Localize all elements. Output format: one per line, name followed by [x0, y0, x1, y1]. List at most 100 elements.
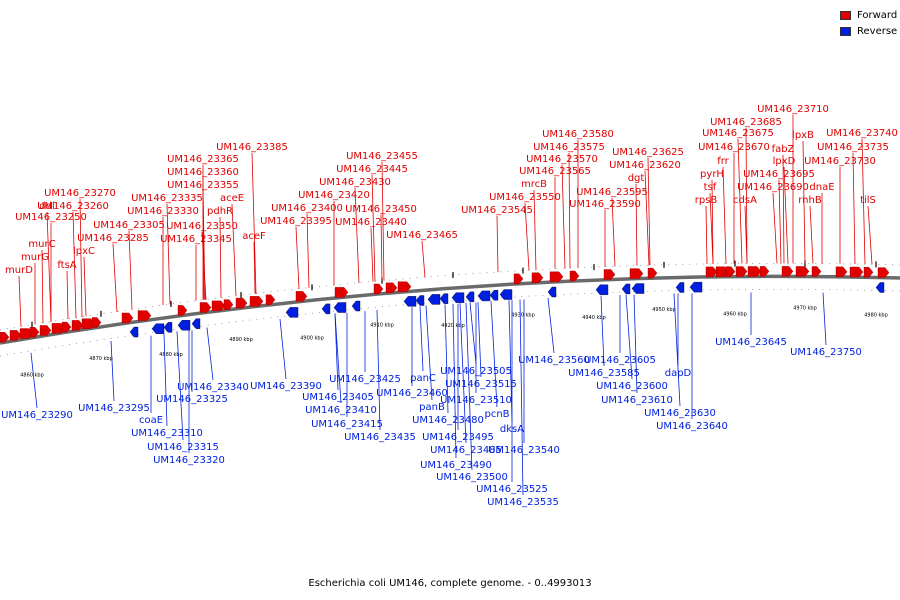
forward-gene-arrow[interactable] [735, 266, 748, 277]
reverse-gene-arrow[interactable] [403, 296, 417, 307]
reverse-gene-arrow[interactable] [321, 303, 331, 315]
forward-gene-arrow[interactable] [385, 282, 398, 294]
forward-gene-arrow[interactable] [334, 287, 349, 298]
reverse-gene-arrow[interactable] [439, 293, 449, 304]
reverse-gene-arrow[interactable] [163, 322, 173, 333]
forward-gene-label[interactable]: UM146_23590 [569, 199, 641, 210]
forward-gene-label[interactable]: dgt [628, 173, 645, 184]
reverse-gene-arrow[interactable] [351, 300, 361, 312]
forward-gene-label[interactable]: UM146_23250 [15, 212, 87, 223]
reverse-gene-arrow[interactable] [499, 289, 513, 300]
forward-gene-label[interactable]: UM146_23565 [519, 166, 591, 177]
forward-gene-label[interactable]: UM146_23465 [386, 230, 458, 241]
reverse-gene-arrow[interactable] [477, 290, 491, 302]
reverse-gene-label[interactable]: UM146_23645 [715, 337, 787, 348]
reverse-gene-label[interactable]: UM146_23585 [568, 368, 640, 379]
reverse-gene-arrow[interactable] [191, 318, 201, 329]
forward-gene-arrow[interactable] [747, 266, 762, 277]
forward-gene-label[interactable]: UM146_23735 [817, 142, 889, 153]
forward-gene-arrow[interactable] [373, 283, 384, 295]
reverse-gene-label[interactable]: UM146_23525 [476, 484, 548, 495]
reverse-gene-label[interactable]: UM146_23295 [78, 403, 150, 414]
forward-gene-arrow[interactable] [835, 266, 848, 278]
reverse-gene-label[interactable]: UM146_23435 [344, 432, 416, 443]
forward-gene-label[interactable]: UM146_23360 [167, 167, 239, 178]
forward-gene-arrow[interactable] [603, 269, 616, 280]
forward-gene-arrow[interactable] [531, 272, 544, 283]
reverse-gene-label[interactable]: UM146_23490 [420, 460, 492, 471]
forward-gene-label[interactable]: UM146_23430 [319, 177, 391, 188]
reverse-gene-label[interactable]: UM146_23340 [177, 382, 249, 393]
forward-gene-arrow[interactable] [29, 327, 40, 338]
forward-gene-label[interactable]: aceF [242, 231, 266, 242]
forward-gene-label[interactable]: UM146_23575 [533, 142, 605, 153]
reverse-gene-label[interactable]: UM146_23560 [518, 355, 590, 366]
forward-gene-label[interactable]: UM146_23345 [160, 234, 232, 245]
reverse-gene-label[interactable]: UM146_23460 [376, 388, 448, 399]
reverse-gene-label[interactable]: UM146_23535 [487, 497, 559, 508]
forward-gene-arrow[interactable] [121, 312, 134, 324]
forward-gene-arrow[interactable] [61, 321, 72, 333]
forward-gene-label[interactable]: tsf [704, 182, 717, 193]
forward-gene-label[interactable]: UM146_23350 [166, 221, 238, 232]
reverse-gene-label[interactable]: dksA [500, 424, 524, 435]
reverse-gene-arrow[interactable] [675, 282, 685, 293]
forward-gene-arrow[interactable] [0, 332, 10, 343]
forward-gene-label[interactable]: ftsA [57, 260, 76, 271]
reverse-gene-label[interactable]: UM146_23600 [596, 381, 668, 392]
reverse-gene-arrow[interactable] [489, 290, 499, 301]
forward-gene-label[interactable]: fabZ [772, 144, 795, 155]
forward-gene-label[interactable]: UM146_23260 [37, 201, 109, 212]
forward-gene-label[interactable]: murD [5, 265, 33, 276]
forward-gene-label[interactable]: pdhR [207, 206, 233, 217]
forward-gene-arrow[interactable] [295, 291, 308, 302]
forward-gene-label[interactable]: UM146_23455 [346, 151, 418, 162]
forward-gene-arrow[interactable] [569, 270, 580, 282]
reverse-gene-label[interactable]: UM146_23750 [790, 347, 862, 358]
forward-gene-arrow[interactable] [849, 266, 864, 278]
reverse-gene-label[interactable]: UM146_23610 [601, 395, 673, 406]
reverse-gene-label[interactable]: pcnB [484, 409, 509, 420]
forward-gene-label[interactable]: tilS [860, 195, 876, 206]
reverse-gene-label[interactable]: UM146_23605 [584, 355, 656, 366]
forward-gene-label[interactable]: UM146_23620 [609, 160, 681, 171]
reverse-gene-label[interactable]: UM146_23325 [156, 394, 228, 405]
reverse-gene-label[interactable]: dapD [665, 368, 692, 379]
forward-gene-label[interactable]: UM146_23545 [461, 205, 533, 216]
forward-gene-label[interactable]: murC [28, 239, 55, 250]
forward-gene-label[interactable]: frr [717, 156, 729, 167]
forward-gene-label[interactable]: mrcB [521, 179, 547, 190]
forward-gene-label[interactable]: UM146_23690 [737, 182, 809, 193]
reverse-gene-arrow[interactable] [151, 323, 165, 334]
reverse-gene-arrow[interactable] [621, 283, 631, 295]
reverse-gene-arrow[interactable] [595, 284, 609, 296]
forward-gene-label[interactable]: rnhB [798, 195, 822, 206]
forward-gene-label[interactable]: pyrH [700, 169, 724, 180]
forward-gene-label[interactable]: UM146_23420 [298, 190, 370, 201]
forward-gene-label[interactable]: UM146_23740 [826, 128, 898, 139]
forward-gene-arrow[interactable] [9, 330, 22, 341]
forward-gene-label[interactable]: UM146_23395 [260, 216, 332, 227]
reverse-gene-label[interactable]: UM146_23415 [311, 419, 383, 430]
forward-gene-label[interactable]: UM146_23625 [612, 147, 684, 158]
reverse-gene-arrow[interactable] [177, 320, 191, 331]
forward-gene-arrow[interactable] [781, 266, 794, 277]
reverse-gene-label[interactable]: UM146_23640 [656, 421, 728, 432]
reverse-gene-label[interactable]: panB [419, 402, 445, 413]
forward-gene-label[interactable]: lpxD [773, 156, 796, 167]
reverse-gene-label[interactable]: UM146_23540 [488, 445, 560, 456]
forward-gene-arrow[interactable] [759, 266, 770, 277]
reverse-gene-label[interactable]: UM146_23480 [412, 415, 484, 426]
reverse-gene-label[interactable]: UM146_23510 [440, 395, 512, 406]
forward-gene-label[interactable]: UM146_23445 [336, 164, 408, 175]
reverse-gene-label[interactable]: UM146_23485 [430, 445, 502, 456]
forward-gene-arrow[interactable] [265, 294, 276, 305]
forward-gene-label[interactable]: UM146_23440 [335, 217, 407, 228]
forward-gene-label[interactable]: UM146_23270 [44, 188, 116, 199]
forward-gene-arrow[interactable] [725, 266, 736, 277]
forward-gene-arrow[interactable] [629, 268, 644, 279]
forward-gene-label[interactable]: UM146_23730 [804, 156, 876, 167]
reverse-gene-label[interactable]: UM146_23515 [445, 379, 517, 390]
forward-gene-arrow[interactable] [795, 266, 810, 277]
forward-gene-arrow[interactable] [647, 267, 658, 279]
